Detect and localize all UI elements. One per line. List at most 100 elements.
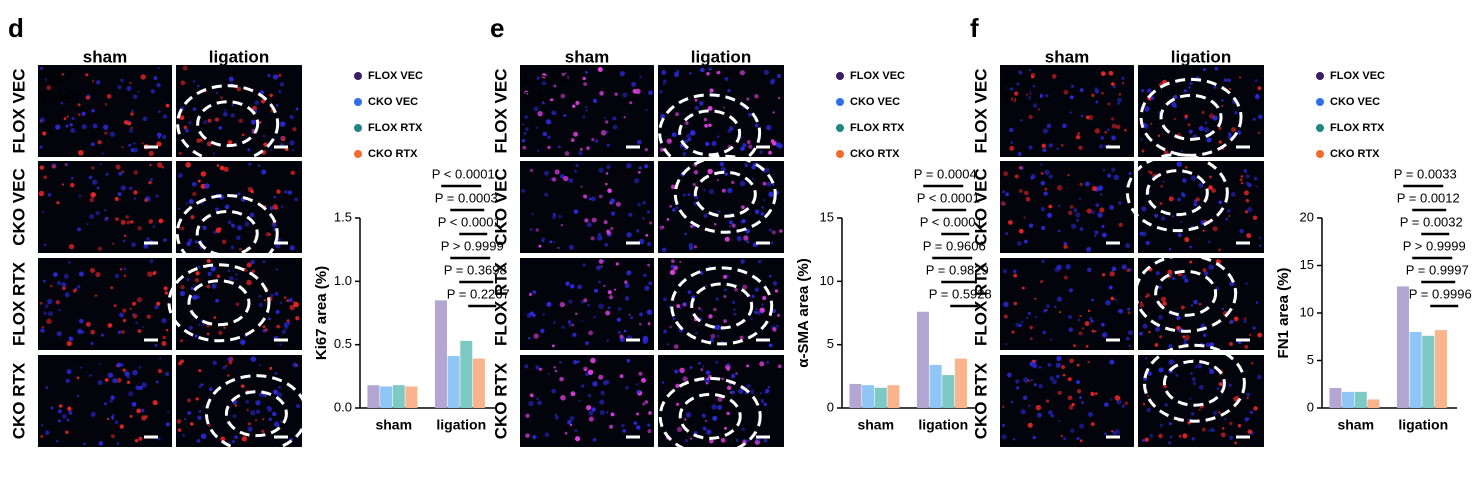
p-value: P = 0.9997 bbox=[1406, 262, 1469, 277]
cell bbox=[49, 284, 53, 288]
cell bbox=[638, 371, 643, 376]
cell bbox=[130, 112, 134, 116]
cell bbox=[179, 115, 185, 121]
cell bbox=[1037, 412, 1042, 418]
cell bbox=[532, 290, 537, 295]
cell bbox=[575, 163, 579, 168]
cell bbox=[663, 297, 667, 302]
cell bbox=[705, 284, 708, 287]
cell bbox=[162, 335, 167, 340]
cell bbox=[194, 278, 200, 283]
cell bbox=[1058, 419, 1061, 423]
cell bbox=[1240, 181, 1244, 185]
cell bbox=[682, 151, 687, 157]
cell bbox=[235, 273, 238, 276]
cell bbox=[566, 76, 570, 80]
cell bbox=[721, 188, 726, 193]
cell bbox=[551, 388, 557, 394]
cell bbox=[112, 377, 118, 384]
cell bbox=[727, 128, 732, 133]
cell bbox=[1108, 70, 1114, 76]
cell bbox=[228, 276, 234, 281]
cell bbox=[752, 162, 758, 168]
cell bbox=[568, 323, 572, 327]
cell bbox=[55, 300, 60, 305]
bar bbox=[1367, 399, 1380, 408]
cell bbox=[1003, 171, 1009, 177]
cell bbox=[1040, 207, 1045, 212]
cell bbox=[544, 170, 549, 176]
cell bbox=[1141, 149, 1145, 153]
cell bbox=[708, 67, 712, 71]
cell bbox=[740, 146, 745, 152]
cell bbox=[1094, 234, 1097, 237]
cell bbox=[1079, 227, 1084, 232]
cell bbox=[707, 105, 713, 111]
cell bbox=[120, 78, 124, 83]
cell bbox=[759, 150, 763, 154]
cell bbox=[1173, 104, 1177, 109]
cell bbox=[1078, 197, 1082, 200]
cell bbox=[1016, 241, 1022, 246]
cell bbox=[214, 117, 219, 122]
cell bbox=[637, 202, 641, 207]
cell bbox=[1012, 269, 1017, 274]
cell bbox=[659, 89, 663, 94]
cell bbox=[560, 395, 566, 401]
cell bbox=[129, 307, 132, 310]
cell bbox=[1044, 169, 1050, 175]
cell bbox=[165, 328, 169, 332]
cell bbox=[240, 339, 246, 345]
cell bbox=[187, 410, 192, 416]
cell bbox=[1203, 68, 1206, 71]
cell bbox=[630, 316, 634, 320]
cell bbox=[134, 439, 139, 443]
cell bbox=[45, 386, 49, 389]
cell bbox=[1014, 91, 1019, 96]
cell bbox=[1029, 337, 1033, 341]
cell bbox=[628, 212, 633, 217]
cell bbox=[284, 296, 287, 299]
cell bbox=[739, 70, 745, 76]
cell bbox=[141, 142, 144, 145]
cell bbox=[1158, 285, 1162, 290]
cell bbox=[622, 92, 628, 98]
cell bbox=[1079, 396, 1082, 399]
cell bbox=[1171, 215, 1174, 218]
cell bbox=[250, 259, 255, 265]
cell bbox=[238, 118, 244, 124]
cell bbox=[228, 76, 234, 82]
cell bbox=[1087, 411, 1094, 417]
cell bbox=[1256, 374, 1262, 380]
cell bbox=[132, 301, 136, 306]
cell bbox=[68, 336, 74, 342]
cell bbox=[152, 225, 156, 229]
cell bbox=[115, 217, 119, 222]
cell bbox=[1145, 295, 1148, 298]
cell bbox=[1121, 81, 1125, 85]
cell bbox=[1067, 377, 1072, 382]
cell bbox=[284, 190, 288, 194]
cell bbox=[672, 208, 676, 212]
cell bbox=[159, 357, 162, 360]
cell bbox=[700, 368, 704, 372]
cell bbox=[703, 188, 706, 192]
row-label: CKO VEC bbox=[971, 168, 990, 245]
cell bbox=[251, 269, 256, 274]
cell bbox=[561, 325, 565, 329]
cell bbox=[670, 184, 676, 190]
cell bbox=[1114, 298, 1117, 301]
cell bbox=[60, 101, 64, 105]
cell bbox=[180, 284, 185, 290]
cell bbox=[70, 127, 76, 134]
micrograph-bg bbox=[1000, 65, 1134, 157]
cell bbox=[552, 212, 556, 216]
cell bbox=[46, 85, 52, 91]
cell bbox=[262, 325, 266, 329]
cell bbox=[1062, 373, 1066, 377]
cell bbox=[723, 319, 727, 323]
cell bbox=[1042, 128, 1049, 134]
cell bbox=[130, 148, 135, 153]
cell bbox=[206, 332, 210, 336]
cell bbox=[1147, 371, 1152, 376]
